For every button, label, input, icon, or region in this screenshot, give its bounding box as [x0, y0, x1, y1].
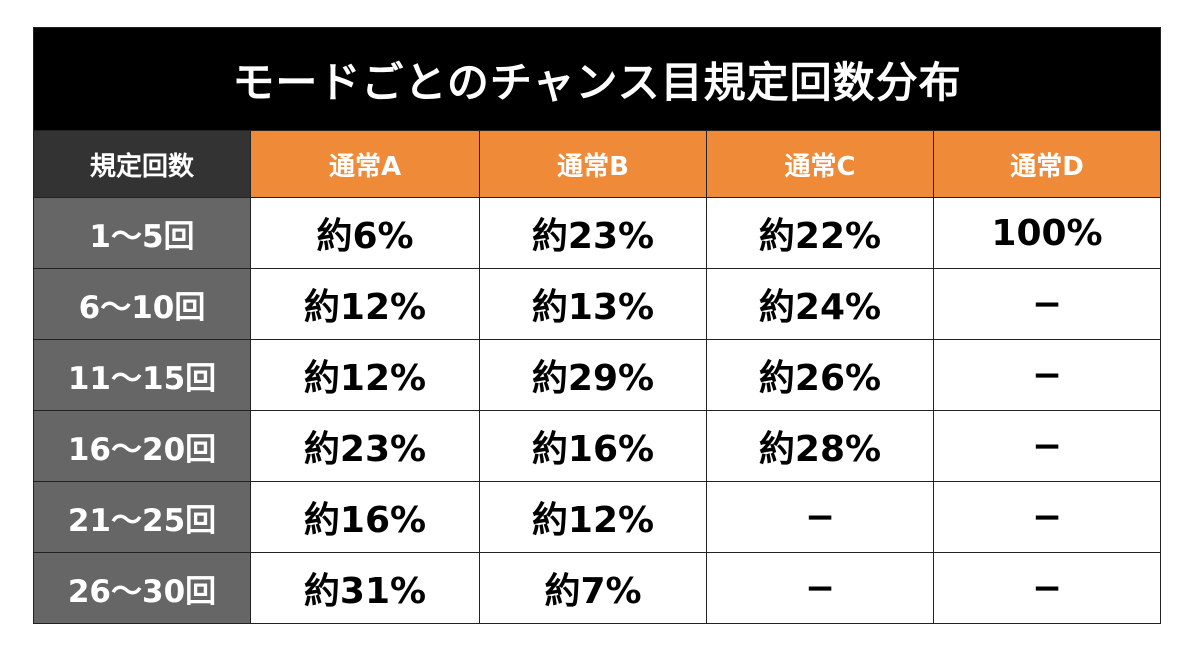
- row-label: 6〜10回: [33, 268, 251, 340]
- table-cell: −: [932, 481, 1162, 553]
- table-row: 11〜15回 約12% 約29% 約26% −: [33, 339, 1162, 411]
- table-cell: 約24%: [706, 268, 934, 340]
- table-cell: 約29%: [479, 339, 707, 411]
- row-label: 16〜20回: [33, 410, 251, 482]
- table-cell: 約16%: [250, 481, 480, 553]
- table-cell: 約26%: [706, 339, 934, 411]
- row-label: 11〜15回: [33, 339, 251, 411]
- table-cell: −: [706, 552, 934, 624]
- table-cell: 約12%: [250, 339, 480, 411]
- table-head: モードごとのチャンス目規定回数分布 規定回数 通常A 通常B 通常C 通常D: [32, 27, 1162, 198]
- table-cell: 約12%: [250, 268, 480, 340]
- table-row: 1〜5回 約6% 約23% 約22% 100%: [33, 197, 1162, 269]
- table-body: 1〜5回 約6% 約23% 約22% 100% 6〜10回 約12% 約13% 約24% −11〜…: [33, 197, 1162, 624]
- table-cell: 約23%: [250, 410, 480, 482]
- table-cell: 約23%: [479, 197, 707, 269]
- table-cell: 約13%: [479, 268, 707, 340]
- table-cell: −: [706, 481, 934, 553]
- table-row: 6〜10回 約12% 約13% 約24% −: [33, 268, 1162, 340]
- table-cell: 約7%: [479, 552, 707, 624]
- table-row: 21〜25回 約16% 約12% − −: [33, 481, 1162, 553]
- table-container: モードごとのチャンス目規定回数分布 規定回数 通常A 通常B 通常C 通常D 1〜5回約…: [32, 27, 1162, 624]
- table-cell: 約28%: [706, 410, 934, 482]
- header-cell: 通常C: [706, 130, 934, 198]
- table-cell: 約22%: [706, 197, 934, 269]
- table-cell: 約12%: [479, 481, 707, 553]
- header-cell: 通常D: [932, 130, 1162, 198]
- row-label: 1〜5回: [33, 197, 251, 269]
- table-row: 16〜20回 約23% 約16% 約28% −: [33, 410, 1162, 482]
- header-cell: 通常A: [250, 130, 480, 198]
- table-row: 26〜30回 約31% 約7% − −: [33, 552, 1162, 624]
- table-cell: 100%: [932, 197, 1162, 269]
- header-corner: 規定回数: [33, 130, 251, 198]
- table-cell: −: [932, 339, 1162, 411]
- header-row: 規定回数 通常A 通常B 通常C 通常D: [33, 130, 1162, 198]
- table-cell: 約16%: [479, 410, 707, 482]
- table: モードごとのチャンス目規定回数分布 規定回数 通常A 通常B 通常C 通常D 1〜5回約…: [32, 27, 1162, 624]
- table-cell: 約31%: [250, 552, 480, 624]
- row-label: 26〜30回: [33, 552, 251, 624]
- table-cell: 約6%: [250, 197, 480, 269]
- table-cell: −: [932, 410, 1162, 482]
- row-label: 21〜25回: [33, 481, 251, 553]
- title-row: モードごとのチャンス目規定回数分布: [32, 27, 1162, 131]
- header-cell: 通常B: [479, 130, 707, 198]
- table-title: モードごとのチャンス目規定回数分布: [32, 27, 1162, 131]
- table-cell: −: [932, 552, 1162, 624]
- table-cell: −: [932, 268, 1162, 340]
